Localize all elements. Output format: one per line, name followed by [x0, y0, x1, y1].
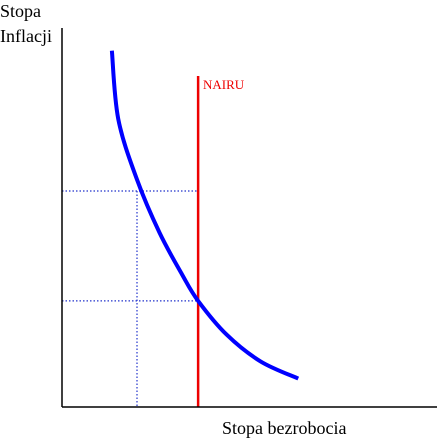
reference-lines [62, 190, 199, 407]
phillips-curve [109, 50, 300, 381]
y-axis-title-line2: Inflacji [0, 26, 52, 46]
x-axis-title: Stopa bezrobocia [222, 418, 346, 438]
nairu-label: NAIRU [203, 77, 245, 92]
y-axis-title-line1: Stopa [0, 1, 41, 21]
